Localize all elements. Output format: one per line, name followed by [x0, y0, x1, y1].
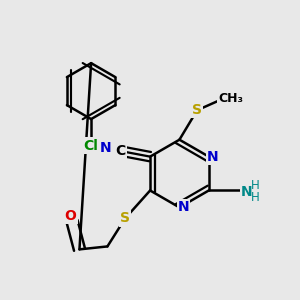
Text: S: S	[120, 212, 130, 226]
Text: N: N	[207, 150, 219, 164]
Text: CH₃: CH₃	[218, 92, 244, 105]
Text: H: H	[251, 191, 260, 204]
Text: N: N	[241, 185, 252, 199]
Text: O: O	[65, 209, 76, 223]
Text: C: C	[116, 144, 126, 158]
Text: N: N	[100, 141, 112, 155]
Text: S: S	[192, 103, 202, 117]
Text: H: H	[251, 179, 260, 192]
Text: Cl: Cl	[84, 139, 98, 153]
Text: N: N	[178, 200, 189, 214]
